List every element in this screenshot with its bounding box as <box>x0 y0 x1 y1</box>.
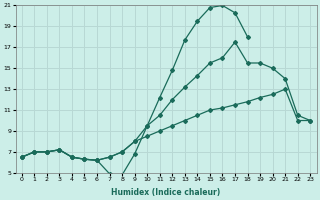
X-axis label: Humidex (Indice chaleur): Humidex (Indice chaleur) <box>111 188 221 197</box>
